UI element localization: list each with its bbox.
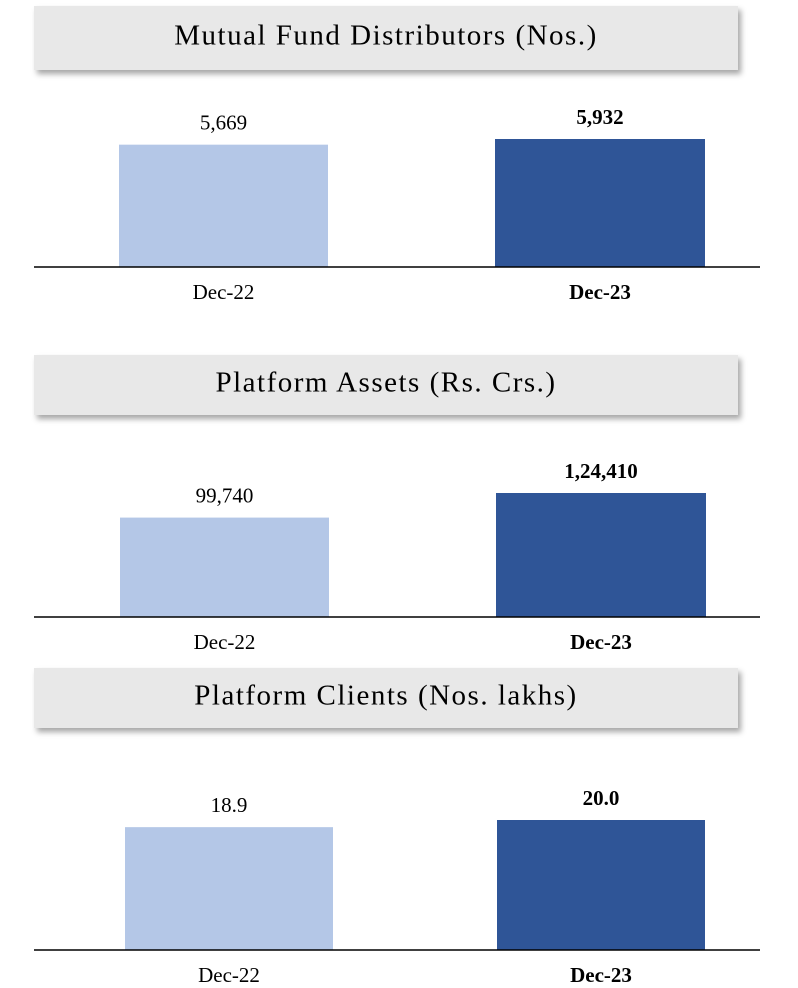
value-label: 18.9 [211, 793, 248, 817]
category-label: Dec-22 [198, 963, 260, 987]
title-box [34, 668, 738, 728]
chart-title: Platform Assets (Rs. Crs.) [215, 367, 556, 399]
bar [497, 820, 705, 950]
bar [125, 827, 333, 950]
category-label: Dec-22 [193, 280, 255, 304]
bar [495, 139, 705, 267]
bar [496, 493, 706, 617]
category-label: Dec-22 [194, 630, 256, 654]
bar [119, 144, 328, 267]
chart-title: Mutual Fund Distributors (Nos.) [174, 20, 598, 52]
title-box [34, 355, 738, 415]
category-label: Dec-23 [570, 630, 632, 654]
bar [120, 517, 329, 617]
category-label: Dec-23 [570, 963, 632, 987]
value-label: 99,740 [196, 483, 254, 507]
title-box [34, 6, 738, 70]
value-label: 5,932 [576, 105, 623, 129]
chart-title: Platform Clients (Nos. lakhs) [194, 680, 577, 712]
category-label: Dec-23 [569, 280, 631, 304]
value-label: 1,24,410 [564, 459, 638, 483]
value-label: 20.0 [583, 786, 620, 810]
value-label: 5,669 [200, 110, 247, 134]
